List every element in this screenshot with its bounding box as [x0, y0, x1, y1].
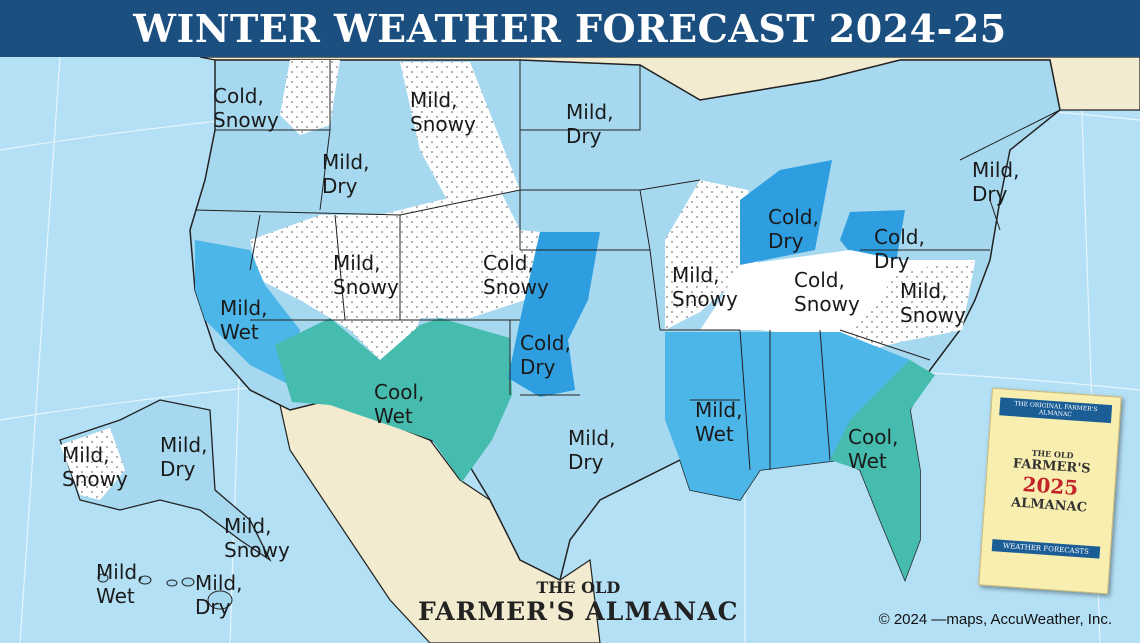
region-label-line: Mild, [568, 426, 616, 450]
region-label-line: Cool, [848, 425, 899, 449]
region-label-line: Mild, [224, 514, 272, 538]
region-label: Mild, Snowy [410, 88, 476, 136]
region-southwest-wet [275, 318, 512, 482]
state-borders [194, 60, 1061, 471]
region-label-line: Dry [874, 249, 910, 273]
region-label: Cold, Dry [520, 331, 571, 379]
farmers-almanac-logo: THE OLD FARMER'S ALMANAC [418, 578, 739, 626]
region-label-line: Cold, [794, 268, 845, 292]
credit-text: © 2024 —maps, AccuWeather, Inc. [878, 611, 1112, 628]
region-label: Mild, Wet [220, 296, 267, 344]
region-label-line: Mild, [220, 296, 268, 320]
region-label-line: Snowy [410, 112, 476, 136]
region-midwest-snowy [665, 180, 758, 330]
region-label-line: Dry [566, 124, 602, 148]
cover-top-band: THE ORIGINAL FARMER'S ALMANAC [999, 397, 1113, 424]
region-label-line: Mild, [62, 443, 110, 467]
region-label-line: Dry [322, 174, 358, 198]
region-label-line: Cold, [768, 205, 819, 229]
region-east-snowy-dots [850, 262, 975, 352]
region-label-line: Mild, [410, 88, 458, 112]
region-label-line: Snowy [333, 275, 399, 299]
map-canvas [0, 57, 1140, 643]
region-label-line: Snowy [794, 292, 860, 316]
region-label-line: Snowy [672, 287, 738, 311]
region-label-line: Dry [972, 182, 1008, 206]
region-label-line: Snowy [224, 538, 290, 562]
logo-line-2: FARMER'S ALMANAC [418, 597, 739, 626]
region-label-line: Wet [220, 320, 259, 344]
mexico-land [279, 399, 601, 643]
alaska-west-snowy [60, 428, 125, 500]
region-label: Mild, Wet [96, 560, 143, 608]
region-label: Mild, Dry [566, 100, 613, 148]
region-label-line: Mild, [672, 263, 720, 287]
region-southeast-wet [830, 360, 935, 580]
region-label: Mild, Dry [568, 426, 615, 474]
region-label-line: Mild, [160, 433, 208, 457]
region-plains-cold [508, 232, 600, 397]
region-label-line: Dry [520, 355, 556, 379]
region-label-line: Mild, [900, 279, 948, 303]
region-greatlakes-cold [740, 160, 832, 265]
region-label-line: Wet [96, 584, 135, 608]
region-label: Mild, Wet [695, 398, 742, 446]
region-label-line: Mild, [333, 251, 381, 275]
region-label-line: Cold, [874, 225, 925, 249]
region-label: Cold, Dry [768, 205, 819, 253]
region-label-line: Mild, [96, 560, 144, 584]
region-label: Mild, Snowy [900, 279, 966, 327]
region-label-line: Snowy [213, 108, 279, 132]
region-label-line: Cold, [483, 251, 534, 275]
region-label-line: Cold, [520, 331, 571, 355]
hawaii-islands [97, 573, 233, 610]
region-label: Mild, Dry [972, 158, 1019, 206]
region-label-line: Mild, [566, 100, 614, 124]
region-label-line: Snowy [62, 467, 128, 491]
region-west-snowy [250, 190, 540, 360]
region-label-line: Cold, [213, 84, 264, 108]
region-label: Cool, Wet [374, 380, 424, 428]
region-label-line: Wet [848, 449, 887, 473]
region-label: Cold, Snowy [794, 268, 860, 316]
region-label-line: Dry [160, 457, 196, 481]
region-label: Cool, Wet [848, 425, 898, 473]
region-nw-snowy [280, 60, 340, 135]
region-label: Mild, Dry [322, 150, 369, 198]
region-label: Mild, Dry [160, 433, 207, 481]
region-label: Cold, Snowy [213, 84, 279, 132]
region-label-line: Snowy [483, 275, 549, 299]
region-california-wet [195, 240, 300, 385]
region-label-line: Mild, [195, 571, 243, 595]
region-label-line: Snowy [900, 303, 966, 327]
region-label-line: Dry [568, 450, 604, 474]
region-label-line: Mild, [695, 398, 743, 422]
region-label: Mild, Dry [195, 571, 242, 619]
region-south-wet [665, 332, 910, 500]
region-label: Mild, Snowy [224, 514, 290, 562]
region-label-line: Wet [374, 404, 413, 428]
region-label: Mild, Snowy [672, 263, 738, 311]
region-label: Mild, Snowy [62, 443, 128, 491]
cover-bottom-band: WEATHER FORECASTS [991, 539, 1101, 559]
region-label-line: Mild, [972, 158, 1020, 182]
region-label-line: Dry [195, 595, 231, 619]
region-label: Cold, Dry [874, 225, 925, 273]
almanac-cover-image: THE ORIGINAL FARMER'S ALMANAC THE OLD FA… [978, 387, 1122, 595]
region-label-line: Wet [695, 422, 734, 446]
region-label-line: Cool, [374, 380, 425, 404]
region-label-line: Mild, [322, 150, 370, 174]
page-title: WINTER WEATHER FORECAST 2024-25 [0, 0, 1140, 57]
logo-line-1: THE OLD [536, 578, 621, 597]
region-rockies-snowy [400, 62, 520, 205]
region-label: Mild, Snowy [333, 251, 399, 299]
region-label-line: Dry [768, 229, 804, 253]
region-label: Cold, Snowy [483, 251, 549, 299]
